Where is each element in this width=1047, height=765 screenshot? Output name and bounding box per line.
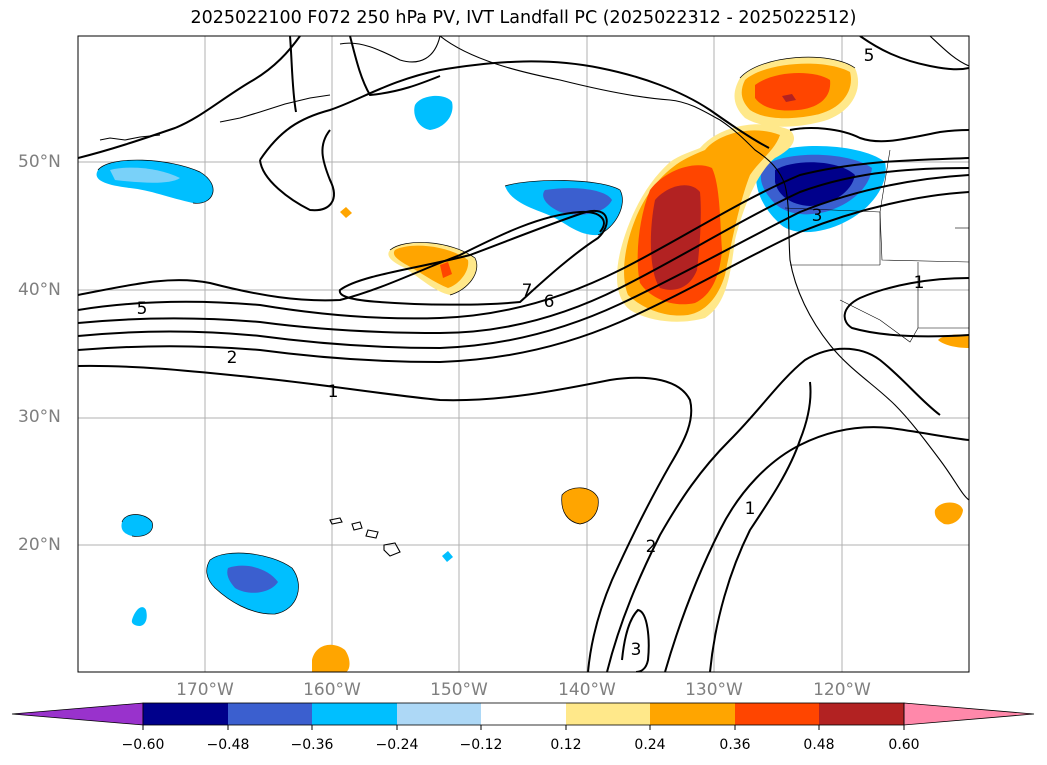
contour-label: 5 — [137, 299, 148, 319]
negative-anomaly-fills — [96, 95, 886, 626]
contour-label: 2 — [646, 537, 657, 557]
contour-label: 5 — [864, 46, 875, 66]
contour-label: 7 — [522, 281, 533, 301]
colorbar-tick-label: −0.36 — [290, 737, 334, 753]
pv-contours — [78, 36, 969, 672]
contour-label: 3 — [631, 640, 642, 660]
colorbar-tick-label: 0.24 — [634, 737, 666, 753]
lat-label-20n: 20°N — [18, 535, 61, 555]
anomaly-neg-gulf — [414, 95, 453, 130]
map-area: 5 2 1 7 6 5 1 3 2 1 3 — [78, 36, 969, 672]
anomaly-pos-bottom — [312, 644, 350, 672]
lon-label-140w: 140°W — [558, 680, 616, 700]
contour-labels: 5 2 1 7 6 5 1 3 2 1 3 — [137, 46, 925, 660]
lon-label-150w: 150°W — [430, 680, 488, 700]
colorbar-tick-label: −0.12 — [459, 737, 503, 753]
lon-label-130w: 130°W — [685, 680, 743, 700]
colorbar — [11, 702, 1035, 730]
colorbar-bin — [735, 703, 819, 725]
colorbar-tick-label: 0.60 — [888, 737, 920, 753]
contour-label: 2 — [227, 348, 238, 368]
colorbar-bin — [228, 703, 312, 725]
colorbar-bin — [819, 703, 904, 725]
boundaries — [784, 149, 969, 343]
map-title: 2025022100 F072 250 hPa PV, IVT Landfall… — [190, 8, 857, 28]
colorbar-bin — [650, 703, 735, 725]
colorbar-tick-label: −0.48 — [206, 737, 250, 753]
colorbar-tick-label: −0.60 — [121, 737, 165, 753]
anomaly-outlines — [97, 56, 856, 615]
lat-label-50n: 50°N — [18, 152, 61, 172]
lat-label-30n: 30°N — [18, 407, 61, 427]
lon-label-120w: 120°W — [813, 680, 871, 700]
colorbar-tick-label: 0.48 — [803, 737, 835, 753]
coastlines — [99, 36, 969, 557]
colorbar-tick-label: −0.24 — [375, 737, 419, 753]
contour-label: 1 — [914, 273, 925, 293]
positive-anomaly-fills — [312, 57, 969, 672]
colorbar-bin — [143, 703, 228, 725]
colorbar-bin — [312, 703, 397, 725]
anomaly-pos-20n — [561, 487, 599, 524]
contour-label: 1 — [745, 499, 756, 519]
lon-label-160w: 160°W — [303, 680, 361, 700]
colorbar-extend-low — [11, 702, 144, 726]
colorbar-bin — [481, 703, 566, 725]
colorbar-bin — [397, 703, 481, 725]
lat-label-40n: 40°N — [18, 280, 61, 300]
map-frame — [77, 35, 970, 673]
contour-label: 3 — [812, 206, 823, 226]
contour-label: 1 — [328, 382, 339, 402]
colorbar-bin — [566, 703, 650, 725]
anomaly-neg-hawaii-w — [121, 514, 153, 537]
colorbar-extend-high — [903, 702, 1035, 726]
contour-label: 6 — [544, 292, 555, 312]
colorbar-tick-label: 0.12 — [550, 737, 582, 753]
colorbar-tick-label: 0.36 — [719, 737, 751, 753]
lon-label-170w: 170°W — [176, 680, 234, 700]
